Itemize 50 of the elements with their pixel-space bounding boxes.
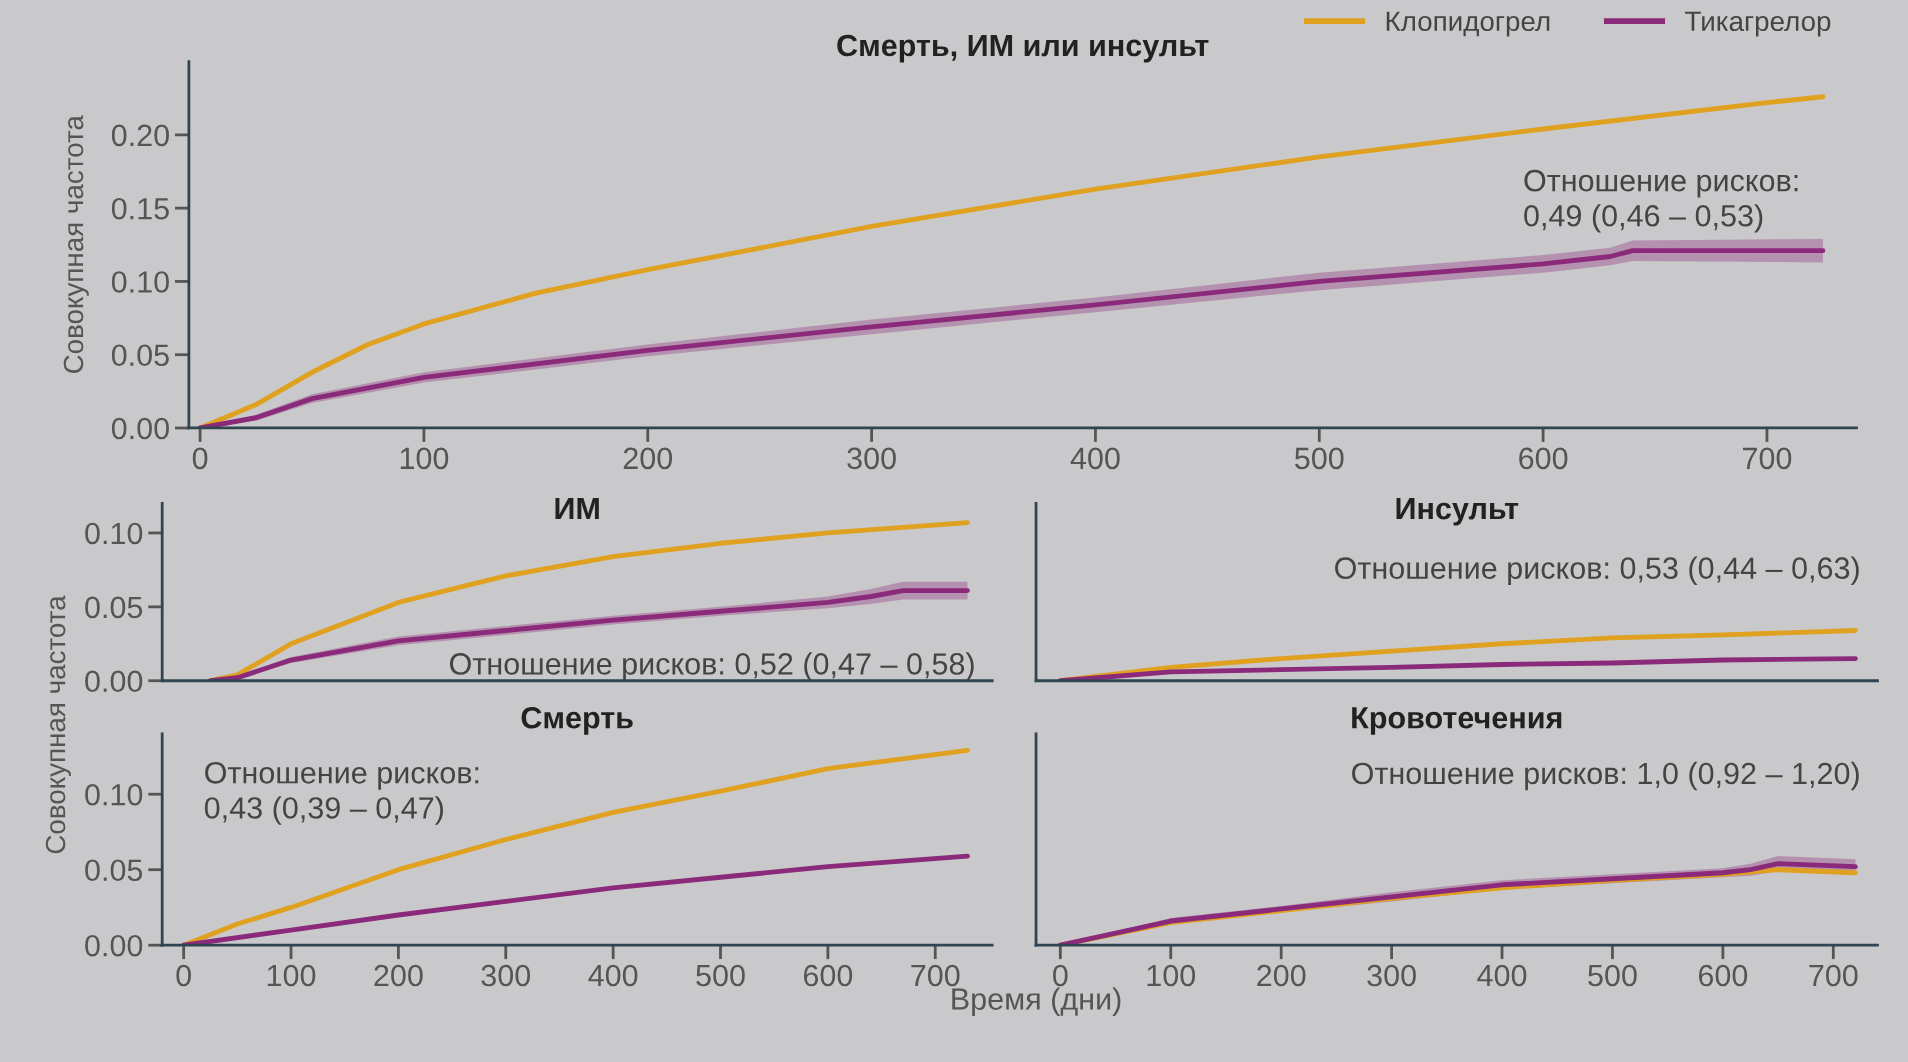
y-tick-label: 0.00: [85, 934, 143, 957]
x-tick-label: 0: [192, 447, 208, 470]
annotation: Отношение рисков: 0,53 (0,44 – 0,63): [1335, 556, 1859, 586]
y-tick-label: 0.20: [111, 124, 169, 147]
y-tick-label: 0.10: [111, 271, 169, 293]
x-tick-label: 600: [803, 964, 853, 987]
y-axis-title: Совокупная частота: [63, 115, 89, 373]
x-tick-label: 0: [176, 964, 191, 987]
y-tick-label: 0.05: [85, 859, 143, 882]
x-tick-label: 400: [588, 964, 638, 987]
x-tick-label: 0: [1053, 964, 1068, 987]
x-tick-label: 200: [1257, 964, 1306, 987]
y-axis-title: Совокупная частота: [45, 595, 71, 854]
x-tick-label: 500: [1588, 964, 1637, 987]
x-tick-label: 200: [374, 964, 423, 987]
x-axis-title: Время (дни): [952, 987, 1121, 1016]
y-tick-label: 0.00: [85, 670, 143, 693]
chart-title: Инсульт: [1396, 498, 1519, 526]
y-tick-label: 0.05: [111, 344, 169, 367]
x-tick-label: 100: [1147, 964, 1196, 987]
x-tick-label: 400: [1070, 447, 1120, 470]
chart-title: ИМ: [555, 498, 599, 520]
annotation: Отношение рисков: 1,0 (0,92 – 1,20): [1352, 761, 1859, 791]
y-tick-label: 0.10: [85, 783, 143, 806]
chart-title: Кровотечения: [1352, 707, 1562, 735]
x-tick-label: 200: [623, 447, 673, 470]
x-tick-label: 600: [1698, 964, 1748, 987]
x-tick-label: 400: [1477, 964, 1527, 987]
x-tick-label: 300: [1367, 964, 1416, 987]
chart-title: Смерть, ИМ или инсульт: [837, 34, 1209, 63]
x-tick-label: 100: [267, 964, 316, 987]
x-tick-label: 300: [481, 964, 531, 987]
x-tick-label: 700: [1743, 447, 1792, 470]
y-tick-label: 0.15: [111, 197, 169, 220]
y-tick-label: 0.05: [85, 596, 143, 619]
y-tick-label: 0.10: [85, 522, 143, 545]
x-tick-label: 700: [1809, 964, 1858, 987]
annotation: Отношение рисков: 0,52 (0,47 – 0,58): [450, 652, 974, 681]
x-tick-label: 300: [847, 447, 896, 470]
annotation: Отношение рисков: 0,49 (0,46 – 0,53): [1524, 169, 1798, 233]
legend-label: Тикагрелор: [1685, 11, 1831, 37]
y-tick-label: 0.00: [111, 417, 169, 440]
x-tick-label: 700: [911, 964, 960, 987]
x-tick-label: 600: [1519, 447, 1568, 470]
x-tick-label: 500: [696, 964, 745, 987]
x-tick-label: 100: [400, 447, 449, 470]
chart-title: Смерть: [521, 706, 633, 735]
legend-label: Клопидогрел: [1386, 11, 1550, 37]
x-tick-label: 500: [1295, 447, 1344, 470]
annotation: Отношение рисков: 0,43 (0,39 – 0,47): [204, 762, 479, 825]
